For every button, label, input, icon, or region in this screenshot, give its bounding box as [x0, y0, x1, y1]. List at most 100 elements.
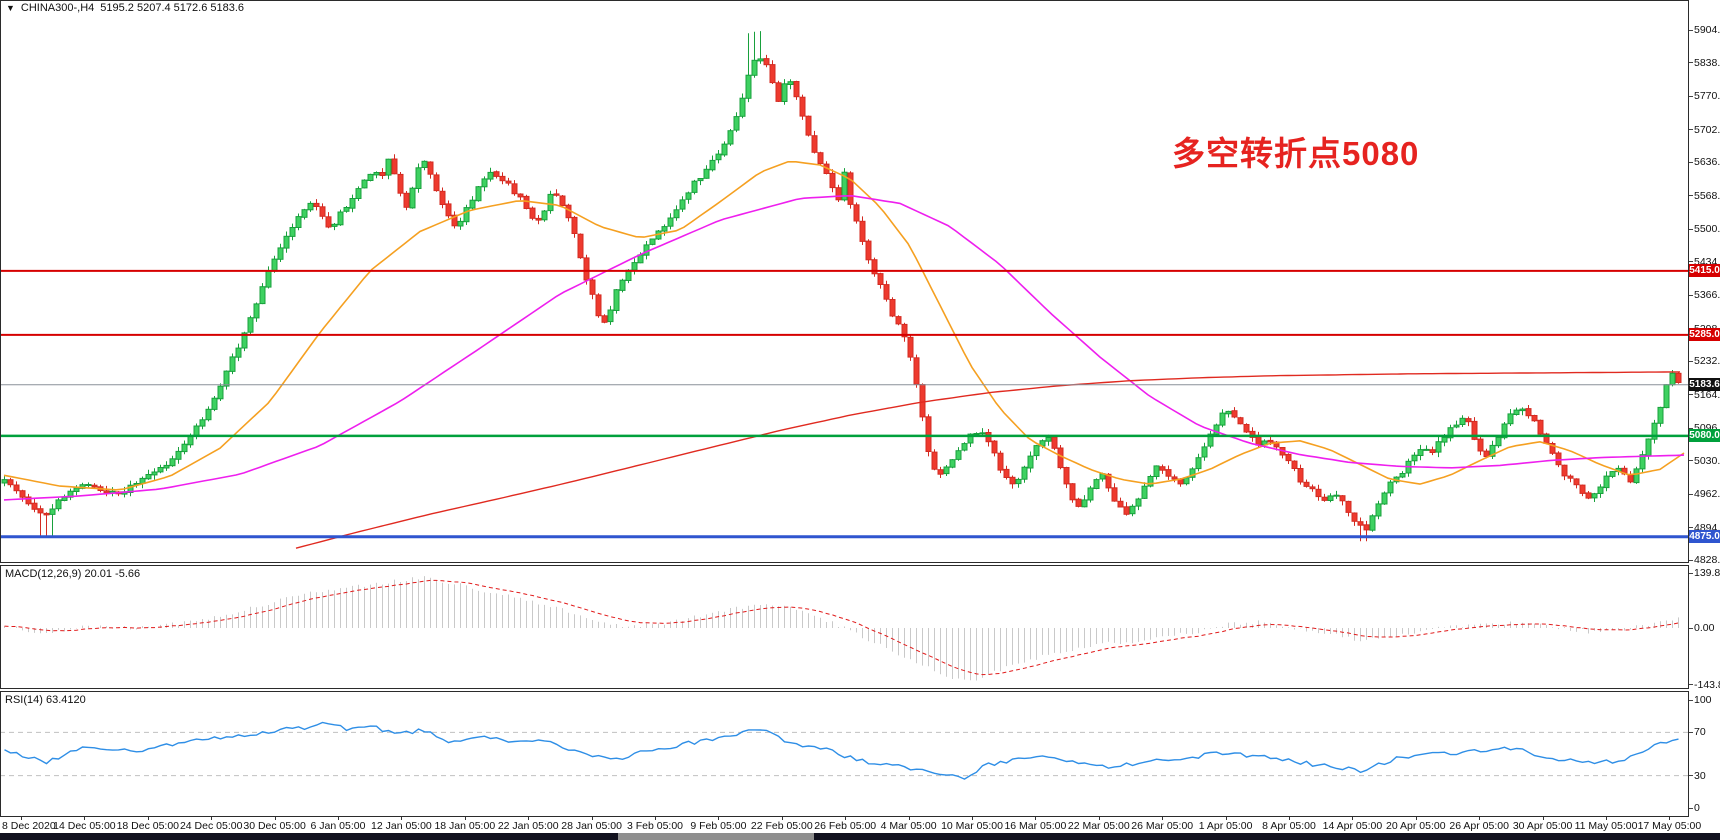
price-axis[interactable]: 5904.0 5838.0 5770.0 5702.0 5636.0 5568.0 5500… — [1689, 0, 1720, 817]
price-axis-label: 4962.0 — [1694, 488, 1720, 500]
rsi-axis-label: 100 — [1694, 694, 1712, 706]
time-tick — [1035, 817, 1037, 820]
rsi-axis-label: 30 — [1694, 769, 1706, 782]
time-tick — [781, 817, 783, 820]
time-tick — [1415, 817, 1417, 820]
time-axis-label: 22 Jan 05:00 — [497, 820, 559, 832]
macd-label: MACD(12,26,9) 20.01 -5.66 — [5, 568, 141, 580]
rsi-axis-label: 70 — [1694, 726, 1706, 739]
symbol-period-label: CHINA300-,H4 — [20, 2, 95, 14]
time-tick — [845, 817, 847, 820]
time-tick — [274, 817, 276, 820]
chart-title-row: ▼ CHINA300-,H4 5195.2 5207.4 5172.6 5183… — [6, 2, 244, 14]
time-tick — [1289, 817, 1290, 820]
price-level-badge: 5415.0 — [1689, 264, 1720, 278]
time-tick — [591, 817, 593, 820]
time-axis-label: 12 Jan 05:00 — [371, 820, 432, 832]
time-axis-label: 26 Mar 05:00 — [1131, 820, 1194, 832]
time-axis-label: 20 Apr 05:00 — [1386, 820, 1446, 832]
rsi-label: RSI(14) 63.4120 — [5, 694, 86, 706]
price-annotation-text: 多空转折点5080 — [1172, 135, 1420, 172]
price-axis-label: 5770.0 — [1694, 90, 1720, 102]
axis-tick — [1689, 731, 1693, 733]
axis-tick — [1689, 559, 1693, 561]
time-axis-label: 30 Apr 05:00 — [1512, 820, 1573, 832]
time-tick — [338, 817, 339, 820]
time-tick — [1669, 817, 1671, 820]
time-axis-label: 14 Dec 05:00 — [53, 820, 116, 832]
price-level-badge: 4875.0 — [1689, 530, 1720, 544]
axis-tick — [1689, 807, 1693, 809]
symbol-dropdown-icon[interactable]: ▼ — [6, 2, 15, 13]
time-tick — [147, 817, 149, 820]
price-axis-label: 5030.0 — [1694, 454, 1720, 467]
axis-tick — [1689, 29, 1693, 31]
main-chart-pane[interactable] — [0, 0, 1689, 563]
axis-tick — [1689, 775, 1693, 777]
time-axis-label: 22 Mar 05:00 — [1067, 820, 1130, 832]
time-axis-label: 6 Jan 05:00 — [310, 820, 366, 832]
time-axis-label: 18 Jan 05:00 — [434, 820, 496, 832]
axis-tick — [1689, 129, 1693, 130]
axis-tick — [1689, 699, 1693, 701]
axis-tick — [1689, 294, 1693, 296]
price-axis-label: 5636.0 — [1694, 156, 1720, 168]
macd-axis-label: 0.00 — [1694, 622, 1715, 634]
macd-indicator-pane[interactable] — [0, 565, 1689, 689]
rsi-chart-canvas[interactable] — [0, 691, 1689, 817]
time-axis-label: 28 Jan 05:00 — [561, 820, 622, 832]
axis-tick — [1689, 195, 1693, 196]
axis-tick — [1689, 627, 1693, 629]
axis-tick — [1689, 161, 1693, 163]
price-axis-label: 5904.0 — [1694, 24, 1720, 36]
taskbar — [0, 833, 1720, 840]
axis-tick — [1689, 527, 1693, 528]
time-axis-label: 10 Mar 05:00 — [941, 820, 1003, 832]
time-tick — [718, 817, 720, 820]
axis-tick — [1689, 684, 1693, 685]
time-tick — [1098, 817, 1100, 820]
price-axis-label: 4828.0 — [1694, 554, 1720, 566]
time-axis-label: 30 Dec 05:00 — [243, 820, 306, 832]
time-axis-label: 14 Apr 05:00 — [1322, 820, 1383, 832]
time-tick — [655, 817, 656, 820]
price-axis-label: 5702.0 — [1694, 123, 1720, 136]
taskbar-app-segment[interactable] — [618, 833, 814, 840]
price-level-badge: 5183.6 — [1689, 378, 1720, 392]
price-level-badge: 5285.0 — [1689, 328, 1720, 342]
macd-chart-canvas[interactable] — [0, 565, 1689, 689]
time-tick — [1162, 817, 1164, 820]
time-tick — [84, 817, 86, 820]
axis-tick — [1689, 394, 1693, 395]
time-axis-label: 1 Apr 05:00 — [1198, 820, 1253, 832]
axis-tick — [1689, 95, 1693, 97]
time-tick — [1225, 817, 1227, 820]
price-axis-label: 5366.0 — [1694, 289, 1720, 301]
time-tick — [908, 817, 910, 820]
time-tick — [972, 817, 973, 820]
axis-tick — [1689, 261, 1693, 262]
time-tick — [464, 817, 466, 820]
time-axis-label: 26 Feb 05:00 — [814, 820, 877, 832]
price-axis-label: 5838.0 — [1694, 56, 1720, 69]
time-axis-label: 3 Feb 05:00 — [626, 820, 684, 832]
time-axis[interactable]: 8 Dec 2020 14 Dec 05:00 18 Dec 05:00 24 Dec… — [0, 817, 1720, 832]
candlestick-chart-canvas[interactable] — [0, 0, 1689, 563]
time-axis-label: 26 Apr 05:00 — [1449, 820, 1509, 832]
axis-tick — [1689, 493, 1693, 495]
axis-tick — [1689, 62, 1693, 63]
time-tick — [528, 817, 530, 820]
macd-axis-label: -143.82 — [1694, 678, 1720, 691]
time-axis-label: 9 Feb 05:00 — [690, 820, 747, 832]
axis-tick — [1689, 427, 1693, 429]
time-axis-label: 11 May 05:00 — [1574, 820, 1638, 832]
time-axis-label: 8 Apr 05:00 — [1262, 820, 1316, 832]
time-tick — [401, 817, 403, 820]
axis-tick — [1689, 360, 1693, 362]
ohlc-values-label: 5195.2 5207.4 5172.6 5183.6 — [100, 2, 245, 14]
time-axis-label: 4 Mar 05:00 — [880, 820, 937, 832]
time-tick — [1352, 817, 1354, 820]
axis-tick — [1689, 460, 1693, 461]
rsi-indicator-pane[interactable] — [0, 691, 1689, 817]
